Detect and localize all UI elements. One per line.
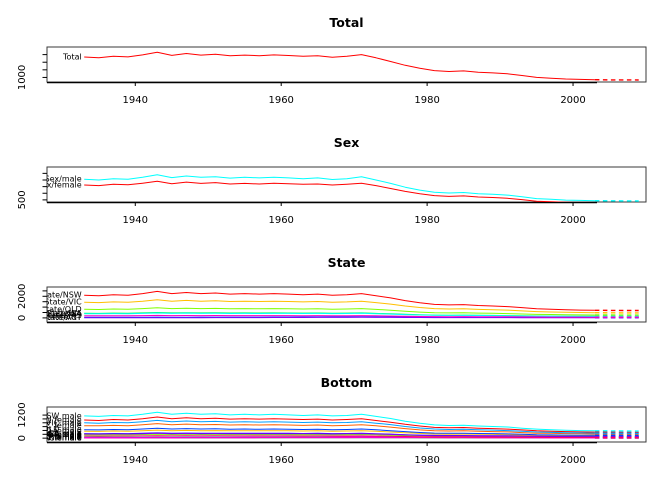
series-label-state-vic: State/VIC (44, 298, 82, 307)
series-label-wa-female: WA female (39, 430, 82, 439)
x-tick-label: 2000 (560, 335, 585, 346)
series-line-nsw-male (84, 411, 595, 432)
series-line-qld-female (84, 429, 595, 437)
y-tick-label: 0 (17, 315, 28, 321)
series-line-vic-male (84, 419, 595, 434)
series-label-nt-male: NT male (48, 433, 81, 442)
x-axis: 1940 1960 1980 2000 (47, 81, 597, 106)
series-label-act-male: ACT male (44, 434, 82, 443)
y-tick-label: 500 (17, 190, 28, 209)
x-axis: 1940 1960 1980 2000 (47, 442, 597, 466)
x-tick-label: 1940 (123, 455, 148, 466)
series-label-state-act: State/ACT (42, 313, 82, 322)
series-label-qld-female: QLD female (35, 427, 82, 436)
series-label-total: Total (62, 53, 82, 62)
series-label-wa-male: WA male (46, 430, 81, 439)
series-label-sex-male: Sex/male (45, 175, 82, 184)
series-line-state-tas (84, 314, 595, 318)
plot-box (46, 46, 647, 83)
series-label-act-female: ACT female (36, 434, 82, 443)
x-tick-label: 2000 (560, 95, 585, 106)
series-line-state-qld (84, 307, 595, 316)
panel-title-bottom: Bottom (321, 375, 373, 390)
series-line-sex-male (84, 174, 595, 202)
x-tick-label: 2000 (560, 455, 585, 466)
series-label-state-sa: State/SA (47, 309, 82, 318)
series-line-state-nsw (84, 290, 595, 311)
series-line-state-vic (84, 299, 595, 314)
y-tick-label: 1200 (17, 402, 28, 427)
series-line-wa-male (84, 432, 595, 438)
x-tick-label: 2000 (560, 215, 585, 226)
series-line-sex-female (84, 180, 574, 202)
series-line-nsw-female (84, 416, 595, 433)
panel-total: 1940 1960 1980 2000 1000 Total (17, 46, 647, 106)
y-axis: 1000 (17, 54, 47, 90)
series-label-vic-female: VIC female (38, 421, 82, 430)
series-label-state-nsw: State/NSW (39, 291, 82, 300)
y-axis: 500 (17, 172, 47, 209)
series-line-qld-male (84, 427, 595, 436)
series-label-state-wa: State/WA (45, 309, 82, 318)
series-label-nsw-male: NSW male (40, 411, 81, 420)
series-label-vic-male: VIC male (46, 418, 82, 427)
panel-title-sex: Sex (334, 135, 360, 150)
x-tick-label: 1960 (268, 95, 293, 106)
series-label-qld-male: QLD male (42, 425, 81, 434)
x-tick-label: 1940 (123, 95, 148, 106)
x-tick-label: 1960 (268, 335, 293, 346)
series-label-state-nt: State/NT (47, 313, 82, 322)
series-label-nt-female: NT female (41, 433, 82, 442)
panel-title-state: State (328, 255, 366, 270)
x-tick-label: 1940 (123, 215, 148, 226)
x-axis: 1940 1960 1980 2000 (47, 202, 597, 226)
x-tick-label: 1980 (414, 335, 439, 346)
panel-title-total: Total (329, 15, 363, 30)
x-tick-label: 1960 (268, 215, 293, 226)
series-label-tas-female: TAS female (36, 432, 82, 441)
series-label-tas-male: TAS male (44, 432, 82, 441)
x-tick-label: 1960 (268, 455, 293, 466)
y-tick-label: 1000 (17, 65, 28, 90)
series-label-state-qld: State/QLD (41, 305, 82, 314)
series-label-nsw-female: NSW female (33, 415, 82, 424)
y-tick-label: 2000 (17, 284, 28, 309)
series-label-sa-male: SA male (49, 429, 82, 438)
x-tick-label: 1980 (414, 215, 439, 226)
series-group: State/NSWState/VICState/QLDState/SAState… (39, 290, 639, 322)
y-tick-label: 0 (17, 435, 28, 441)
series-group: Total (62, 51, 639, 81)
x-axis: 1940 1960 1980 2000 (47, 322, 597, 346)
series-line-state-wa (84, 312, 595, 317)
x-tick-label: 1980 (414, 455, 439, 466)
series-label-sex-female: Sex/female (37, 181, 82, 190)
y-axis: 0 2000 (17, 284, 47, 321)
series-line-total (84, 51, 595, 81)
series-line-vic-female (84, 423, 595, 435)
x-tick-label: 1940 (123, 335, 148, 346)
series-line-tas-male (84, 435, 595, 438)
series-label-state-tas: State/TAS (43, 311, 82, 320)
y-axis: 0 1200 (17, 402, 47, 441)
x-tick-label: 1980 (414, 95, 439, 106)
series-label-sa-female: SA female (41, 430, 82, 439)
